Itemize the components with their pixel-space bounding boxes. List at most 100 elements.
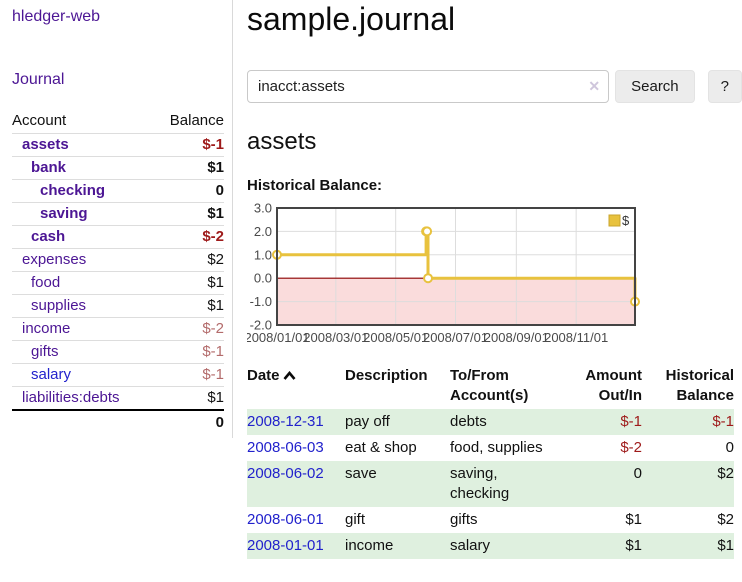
register-amount-cell: $-1 — [620, 413, 642, 430]
search-input[interactable] — [247, 70, 610, 103]
y-tick-label: 2.0 — [254, 224, 272, 239]
account-row: saving $1 — [12, 202, 224, 226]
date-header-label: Date — [247, 367, 280, 384]
account-link[interactable]: expenses — [22, 251, 87, 268]
total-spacer — [12, 409, 153, 434]
account-row: cash $-2 — [12, 225, 224, 249]
account-balance: $1 — [152, 156, 224, 180]
accounts-header-row: Account Balance — [12, 110, 224, 134]
register-amount-cell: $1 — [625, 537, 642, 554]
register-date-cell: 2008-06-02 — [247, 461, 345, 507]
main-content: sample.journal ✕ Search ? assets Histori… — [247, 0, 742, 559]
register-date-link[interactable]: 2008-06-03 — [247, 439, 324, 456]
date-column-header[interactable]: Date — [247, 364, 345, 409]
register-row: 2008-01-01 income salary $1 $1 — [247, 533, 734, 559]
register-date-link[interactable]: 2008-06-02 — [247, 465, 324, 482]
chart-title: Historical Balance: — [247, 177, 383, 194]
x-tick-label: 2008/05/01 — [363, 330, 428, 345]
account-name-cell: bank — [12, 156, 153, 180]
register-date-link[interactable]: 2008-01-01 — [247, 537, 324, 554]
register-date-cell: 2008-06-01 — [247, 507, 345, 533]
accounts-table: Account Balance assets $-1 bank $1 checking 0… — [12, 110, 224, 434]
register-balance-cell: $2 — [717, 465, 734, 482]
account-name-cell: income — [12, 317, 153, 341]
x-tick-label: 2008/11/01 — [544, 330, 608, 345]
register-header-row: Date Description To/From Account(s) Amou… — [247, 364, 734, 409]
y-tick-label: 1.0 — [254, 247, 272, 262]
accounts-total-balance: 0 — [152, 409, 224, 434]
register-balance-cell: 0 — [725, 439, 734, 456]
account-balance: $1 — [152, 271, 224, 295]
sort-ascending-icon — [283, 370, 296, 380]
clear-search-icon[interactable]: ✕ — [588, 78, 601, 94]
account-link[interactable]: bank — [31, 159, 67, 176]
x-tick-label: 2008/01/01 — [247, 330, 310, 345]
account-link[interactable]: checking — [40, 182, 106, 199]
account-row: food $1 — [12, 271, 224, 295]
register-description-cell: save — [345, 465, 377, 482]
account-balance: $1 — [152, 294, 224, 318]
register-balance-cell: $2 — [717, 511, 734, 528]
register-date-cell: 2008-01-01 — [247, 533, 345, 559]
account-link[interactable]: salary — [31, 366, 72, 383]
search-button[interactable]: Search — [615, 70, 695, 103]
account-column-header: Account — [12, 110, 153, 134]
account-link[interactable]: gifts — [31, 343, 59, 360]
account-row: salary $-1 — [12, 363, 224, 387]
register-date-link[interactable]: 2008-12-31 — [247, 413, 324, 430]
register-description-cell: income — [345, 537, 394, 554]
account-link[interactable]: cash — [31, 228, 66, 245]
account-balance: $1 — [152, 202, 224, 226]
account-heading: assets — [247, 128, 317, 155]
x-tick-label: 2008/07/01 — [423, 330, 488, 345]
register-accounts-cell: food, supplies — [450, 439, 543, 456]
account-name-cell: saving — [12, 202, 153, 226]
register-row: 2008-12-31 pay off debts $-1 $-1 — [247, 409, 734, 435]
help-button[interactable]: ? — [707, 70, 742, 103]
account-name-cell: supplies — [12, 294, 153, 318]
journal-nav: Journal — [12, 71, 224, 89]
amount-column-header: Amount Out/In — [585, 367, 642, 404]
y-tick-label: 3.0 — [254, 202, 272, 216]
account-link[interactable]: assets — [22, 136, 69, 153]
sidebar: hledger-web Journal Account Balance asse… — [0, 0, 233, 438]
journal-link[interactable]: Journal — [12, 71, 65, 88]
account-row: bank $1 — [12, 156, 224, 180]
account-link[interactable]: liabilities:debts — [22, 389, 120, 406]
account-row: checking 0 — [12, 179, 224, 203]
balance-column-header-register: Historical Balance — [665, 367, 734, 404]
account-row: liabilities:debts $1 — [12, 387, 224, 411]
account-link[interactable]: saving — [40, 205, 88, 222]
register-date-cell: 2008-06-03 — [247, 435, 345, 461]
page-title: sample.journal — [247, 1, 456, 37]
app-title: hledger-web — [12, 8, 224, 26]
register-balance-cell: $1 — [717, 537, 734, 554]
search-box: ✕ — [247, 70, 610, 103]
search-form: ✕ Search ? — [247, 70, 742, 103]
account-row: income $-2 — [12, 317, 224, 341]
account-link[interactable]: food — [31, 274, 61, 291]
register-balance-cell: $-1 — [712, 413, 734, 430]
register-row: 2008-06-03 eat & shop food, supplies $-2 0 — [247, 435, 734, 461]
account-balance: $1 — [207, 389, 224, 406]
account-balance: $-1 — [152, 133, 224, 157]
register-amount-cell: $1 — [625, 511, 642, 528]
account-name-cell: liabilities:debts — [12, 387, 153, 411]
register-date-link[interactable]: 2008-06-01 — [247, 511, 324, 528]
account-name-cell: gifts — [12, 340, 153, 364]
register-amount-cell: $-2 — [620, 439, 642, 456]
account-link[interactable]: income — [22, 320, 71, 337]
account-name-cell: expenses — [12, 248, 153, 272]
account-name-cell: assets — [12, 133, 153, 157]
app-title-link[interactable]: hledger-web — [12, 8, 101, 25]
register-description-cell: eat & shop — [345, 439, 417, 456]
account-row: gifts $-1 — [12, 340, 224, 364]
register-description-cell: gift — [345, 511, 366, 528]
data-point-marker — [422, 226, 433, 237]
account-balance: $-1 — [152, 340, 224, 364]
account-row: supplies $1 — [12, 294, 224, 318]
account-link[interactable]: supplies — [31, 297, 87, 314]
account-row: expenses $2 — [12, 248, 224, 272]
balance-column-header: Balance — [152, 110, 224, 134]
accounts-total-row: 0 — [12, 409, 224, 434]
